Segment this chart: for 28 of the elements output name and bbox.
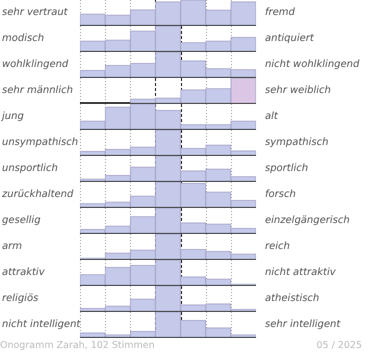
y2-axis-title: fremd <box>264 6 295 20</box>
y-axis-title: sehr männlich <box>1 84 74 98</box>
y2-axis-title: antiquiert <box>264 32 314 46</box>
y-axis-title: zurückhaltend <box>1 188 74 202</box>
y2-axis-title: forsch <box>264 188 296 202</box>
y-axis-title: arm <box>1 240 23 254</box>
y-axis-title: wohlklingend <box>1 58 70 72</box>
y2-axis-title: einzelgängerisch <box>264 214 350 228</box>
text: 05 / 2025 <box>316 340 362 351</box>
y-axis-title: nicht intelligent <box>1 318 80 332</box>
y-axis-title: unsympathisch <box>1 136 80 150</box>
text: Onogramm Zarah, 102 Stimmen <box>0 340 155 351</box>
y-axis-title: sehr vertraut <box>1 6 69 20</box>
y2-axis-title: sehr intelligent <box>264 318 340 332</box>
y2-axis-title: atheistisch <box>264 292 320 306</box>
y-axis-title: modisch <box>1 32 46 46</box>
y2-axis-title: reich <box>264 240 290 254</box>
y2-axis-title: nicht wohlklingend <box>264 58 360 72</box>
y2-axis-title: alt <box>264 110 278 124</box>
y-axis-title: attraktiv <box>1 266 46 280</box>
y2-axis-title: nicht attraktiv <box>264 266 336 280</box>
y-axis-title: jung <box>0 110 25 124</box>
y2-axis-title: sympathisch <box>264 136 328 150</box>
y-axis-title: unsportlich <box>1 162 59 176</box>
y-axis-title: religiös <box>1 292 40 306</box>
y2-axis-title: sportlich <box>264 162 308 176</box>
y2-axis-title: sehr weiblich <box>264 84 331 98</box>
y-axis-title: gesellig <box>1 214 42 228</box>
